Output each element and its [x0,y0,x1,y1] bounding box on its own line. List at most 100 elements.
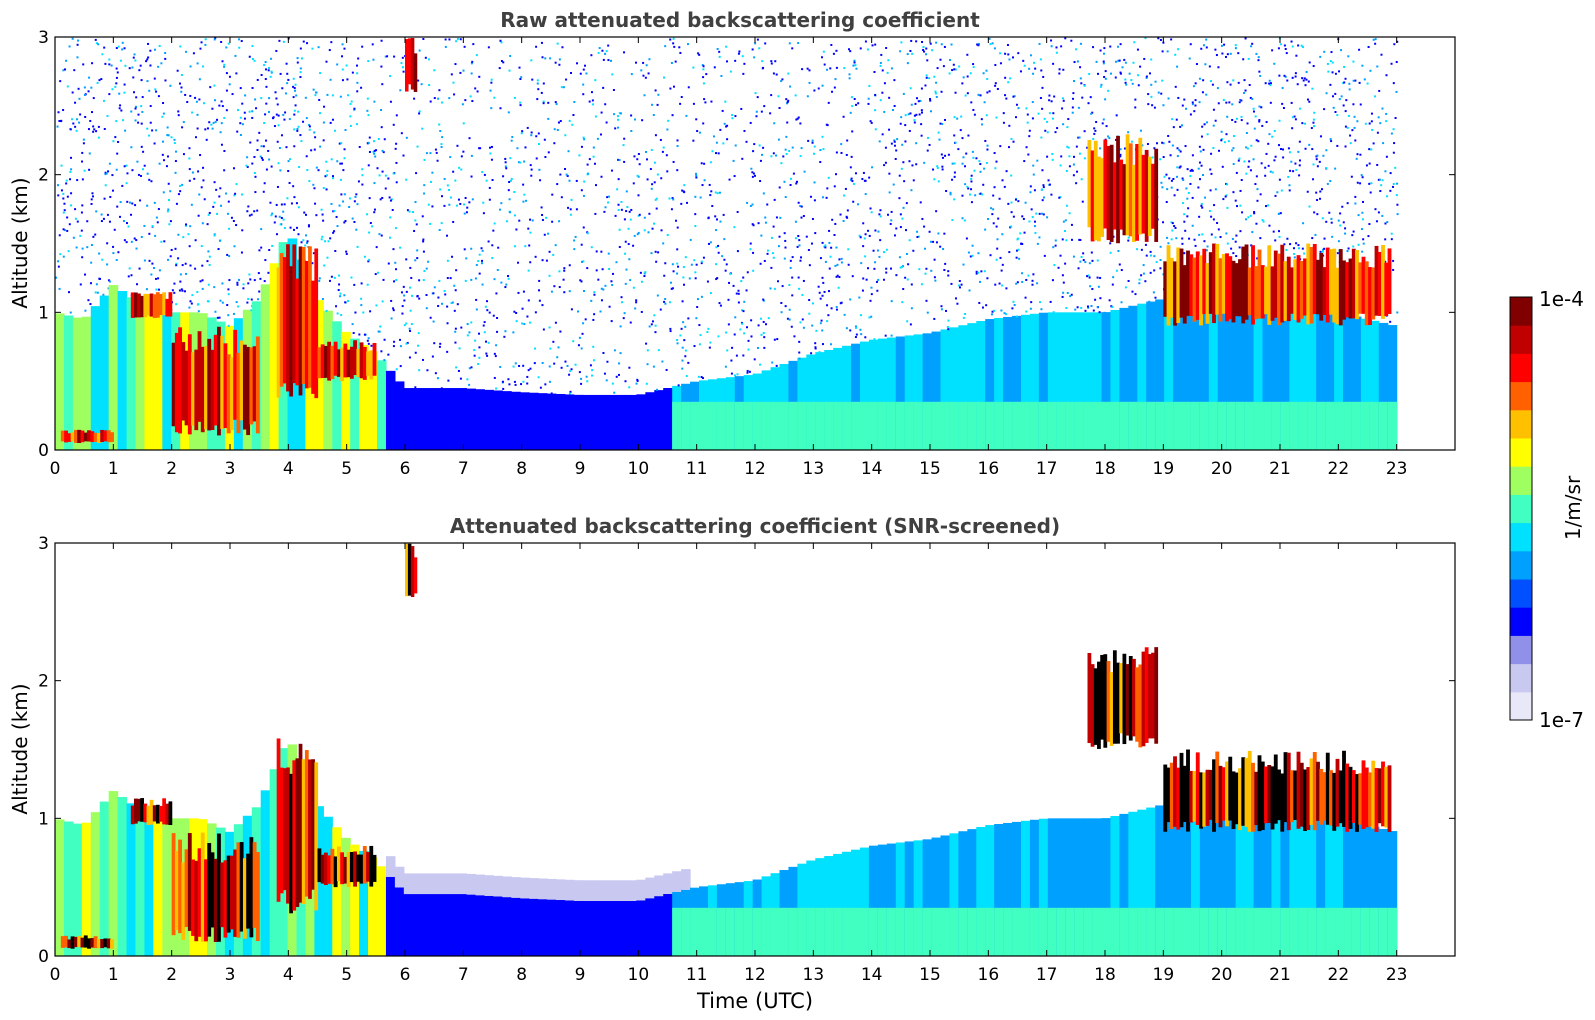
heatmap-cell [440,387,443,390]
heatmap-cell [751,203,754,206]
heatmap-cell [355,64,358,67]
heatmap-cell [1023,64,1026,67]
heatmap-cell [558,58,561,61]
heatmap-cell [1112,162,1117,230]
heatmap-cell [669,281,672,284]
heatmap-cell [646,349,649,352]
heatmap-cell [254,175,257,178]
heatmap-cell [211,127,214,130]
heatmap-cell [707,242,710,245]
heatmap-cell [439,130,442,133]
heatmap-cell [940,329,951,450]
heatmap-cell [641,119,644,122]
heatmap-cell [839,213,842,216]
heatmap-cell [1102,60,1105,63]
heatmap-cell [221,105,224,108]
heatmap-cell [967,187,970,190]
heatmap-cell [643,275,646,278]
heatmap-cell [682,276,685,279]
heatmap-cell [343,343,348,378]
heatmap-cell [686,201,689,204]
heatmap-cell [864,255,867,258]
heatmap-cell [1361,250,1364,253]
x-tick-label: 15 [919,459,941,479]
heatmap-cell [289,226,292,229]
heatmap-cell [976,827,986,956]
heatmap-cell [628,258,631,261]
heatmap-cell [1012,821,1022,956]
heatmap-cell [329,78,332,81]
heatmap-cell [126,172,129,175]
heatmap-cell [1125,83,1128,86]
heatmap-cell [129,201,132,204]
heatmap-cell [491,178,494,181]
heatmap-cell [1155,401,1165,450]
heatmap-cell [1347,247,1350,250]
heatmap-cell [1093,140,1098,241]
heatmap-cell [358,145,361,148]
heatmap-cell [585,72,588,75]
heatmap-cell [1176,166,1179,169]
heatmap-cell [1000,269,1003,272]
heatmap-cell [83,86,86,89]
heatmap-cell [1153,269,1156,272]
heatmap-cell [564,167,567,170]
heatmap-cell [877,907,888,956]
heatmap-cell [694,277,697,280]
heatmap-cell [648,58,651,61]
heatmap-cell [547,117,550,120]
heatmap-cell [298,165,301,168]
heatmap-cell [1234,120,1237,123]
heatmap-cell [545,216,548,219]
heatmap-cell [1083,84,1086,87]
heatmap-cell [447,379,450,382]
heatmap-cell [343,294,346,297]
heatmap-cell [1090,112,1093,115]
heatmap-cell [213,38,216,41]
heatmap-cell [1053,264,1056,267]
heatmap-cell [1059,196,1062,199]
heatmap-cell [1042,213,1045,216]
heatmap-cell [899,226,902,229]
heatmap-cell [1307,80,1310,83]
heatmap-cell [931,907,942,956]
heatmap-cell [864,336,867,339]
heatmap-cell [388,196,391,199]
heatmap-cell [830,307,833,310]
heatmap-cell [681,346,684,349]
heatmap-cell [170,248,173,251]
heatmap-cell [458,166,461,169]
heatmap-cell [164,79,167,82]
heatmap-cell [1313,111,1316,114]
heatmap-cell [1316,154,1319,157]
heatmap-cell [591,394,602,450]
heatmap-cell [1108,299,1111,302]
heatmap-cell [1103,75,1106,78]
heatmap-cell [1389,189,1392,192]
heatmap-cell [888,191,891,194]
heatmap-cell [155,804,160,824]
heatmap-cell [1003,907,1013,956]
heatmap-cell [492,314,495,317]
heatmap-cell [333,230,336,233]
heatmap-cell [275,233,278,236]
heatmap-cell [1343,401,1353,450]
heatmap-cell [438,123,441,126]
heatmap-cell [1092,818,1103,956]
heatmap-cell [1212,124,1215,127]
heatmap-cell [923,50,926,53]
heatmap-cell [146,204,149,207]
heatmap-cell [725,331,728,334]
heatmap-cell [737,52,740,55]
heatmap-cell [1147,654,1152,739]
x-tick-label: 22 [1328,965,1350,985]
heatmap-cell [853,59,856,62]
heatmap-cell [356,348,361,378]
heatmap-cell [304,750,309,897]
heatmap-cell [72,236,75,239]
heatmap-cell [499,107,502,110]
heatmap-cell [236,130,239,133]
heatmap-cell [1171,144,1174,147]
heatmap-cell [921,217,924,220]
heatmap-cell [1300,44,1303,47]
